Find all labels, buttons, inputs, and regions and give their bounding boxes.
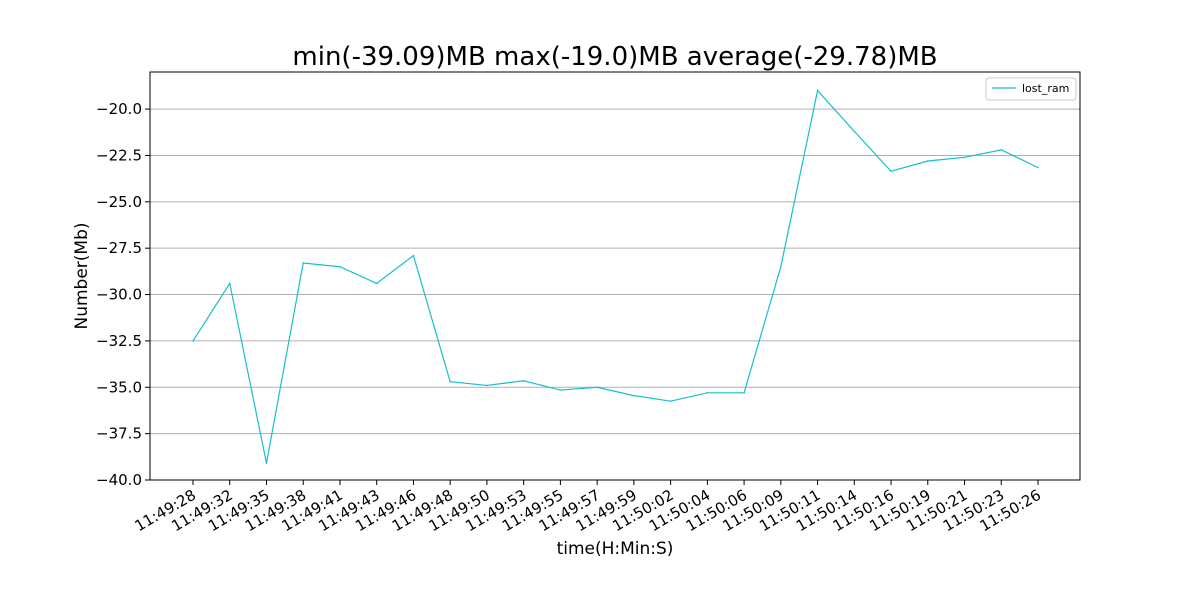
data-point xyxy=(633,394,635,397)
y-axis-ticks: −40.0 −37.5 −35.0 −32.5 −30.0 −27.5 −25.0 −22.5… xyxy=(96,100,150,489)
legend-label-lost-ram: lost_ram xyxy=(1022,82,1069,95)
data-point xyxy=(963,156,966,159)
legend-box xyxy=(985,77,1077,101)
data-point xyxy=(669,400,672,402)
data-point xyxy=(853,130,856,133)
plot-frame xyxy=(149,71,1081,481)
data-point xyxy=(780,265,782,268)
y-tick-label: −40.0 xyxy=(96,471,142,489)
data-point xyxy=(302,262,305,264)
data-point xyxy=(486,384,488,387)
data-point xyxy=(926,160,929,162)
data-point xyxy=(339,265,341,268)
y-tick-label: −30.0 xyxy=(96,286,142,304)
data-point xyxy=(412,254,415,257)
series-line-lost_ram xyxy=(192,89,1039,464)
y-tick-label: −27.5 xyxy=(96,239,142,257)
data-point xyxy=(706,392,709,394)
data-point xyxy=(522,379,525,382)
series-layer xyxy=(192,89,1039,464)
x-axis-label: time(H:Min:S) xyxy=(557,539,674,559)
y-tick-label: −35.0 xyxy=(96,378,142,396)
data-point xyxy=(1037,166,1039,169)
chart-title: min(-39.09)MB max(-19.0)MB average(-29.7… xyxy=(292,42,937,72)
legend: lost_ram xyxy=(985,77,1077,101)
data-point xyxy=(816,89,819,92)
data-point xyxy=(890,170,892,173)
y-tick-label: −20.0 xyxy=(96,100,142,118)
data-point xyxy=(1000,149,1003,151)
data-point xyxy=(559,389,562,391)
data-point xyxy=(228,282,231,285)
y-axis-label: Number(Mb) xyxy=(72,222,92,329)
data-point xyxy=(596,386,598,389)
grid-lines xyxy=(150,108,1080,481)
y-tick-label: −25.0 xyxy=(96,193,142,211)
y-tick-label: −32.5 xyxy=(96,332,142,350)
data-point xyxy=(743,392,745,394)
y-tick-label: −22.5 xyxy=(96,146,142,164)
data-point xyxy=(449,380,451,383)
data-point xyxy=(265,462,268,464)
data-point xyxy=(192,340,194,342)
y-tick-label: −37.5 xyxy=(96,425,142,443)
data-point xyxy=(375,282,378,285)
x-axis-ticks: 11:49:2811:49:3211:49:3511:49:3811:49:41… xyxy=(132,480,1044,535)
